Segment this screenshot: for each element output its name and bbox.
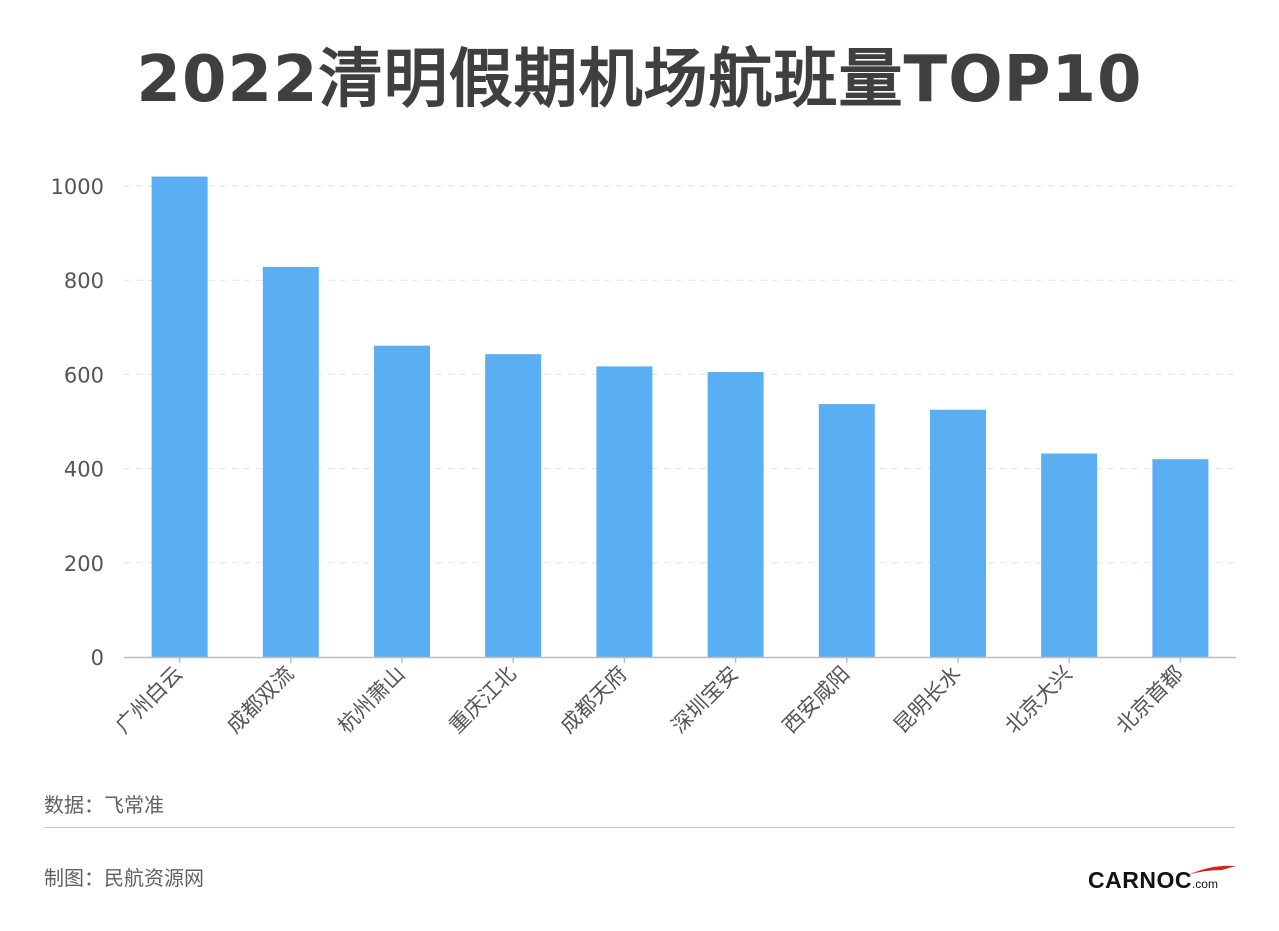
x-tick-label: 西安咸阳 xyxy=(778,662,854,738)
chart-title: 2022清明假期机场航班量TOP10 xyxy=(136,43,1143,117)
x-tick-label: 北京首都 xyxy=(1112,662,1188,738)
y-tick-label: 1000 xyxy=(51,175,104,199)
y-tick-label: 600 xyxy=(64,363,104,387)
bar-10 xyxy=(1152,459,1209,657)
bar-4 xyxy=(485,354,542,657)
data-source: 数据：飞常准 xyxy=(44,793,164,817)
bar-chart: 0 200 400 600 800 1000 广州白云 成都双流 杭州萧山 重庆江北 成都天府 深圳宝… xyxy=(51,175,1236,738)
x-tick-label: 深圳宝安 xyxy=(667,662,743,738)
y-tick-label: 800 xyxy=(64,269,104,293)
bar-5 xyxy=(596,366,653,657)
x-tick-label: 成都双流 xyxy=(222,662,298,738)
bars xyxy=(151,176,1209,657)
y-tick-label: 0 xyxy=(91,646,104,670)
x-tick-label: 重庆江北 xyxy=(444,662,520,738)
logo-swoosh-icon xyxy=(1188,865,1236,875)
bar-6 xyxy=(707,372,764,657)
chart-credit: 制图：民航资源网 xyxy=(44,866,204,890)
x-tick-label: 成都天府 xyxy=(556,662,632,738)
x-tick-label: 昆明长水 xyxy=(889,662,965,738)
logo-wordmark: CARNOC.com xyxy=(1088,867,1218,894)
y-tick-label: 200 xyxy=(64,552,104,576)
bar-8 xyxy=(930,409,986,657)
logo-suffix: .com xyxy=(1191,877,1218,891)
x-tick-label: 北京大兴 xyxy=(1000,662,1076,738)
x-tick-label: 杭州萧山 xyxy=(333,662,409,738)
y-tick-label: 400 xyxy=(64,458,104,482)
x-tick-label: 广州白云 xyxy=(111,662,187,738)
bar-3 xyxy=(374,345,430,657)
footer-divider xyxy=(44,827,1235,828)
bar-7 xyxy=(818,404,875,657)
bar-1 xyxy=(151,176,208,657)
bar-2 xyxy=(262,267,319,657)
carnoc-logo: CARNOC.com xyxy=(1088,862,1238,896)
bar-9 xyxy=(1041,453,1098,657)
logo-word: CARNOC xyxy=(1088,867,1192,893)
